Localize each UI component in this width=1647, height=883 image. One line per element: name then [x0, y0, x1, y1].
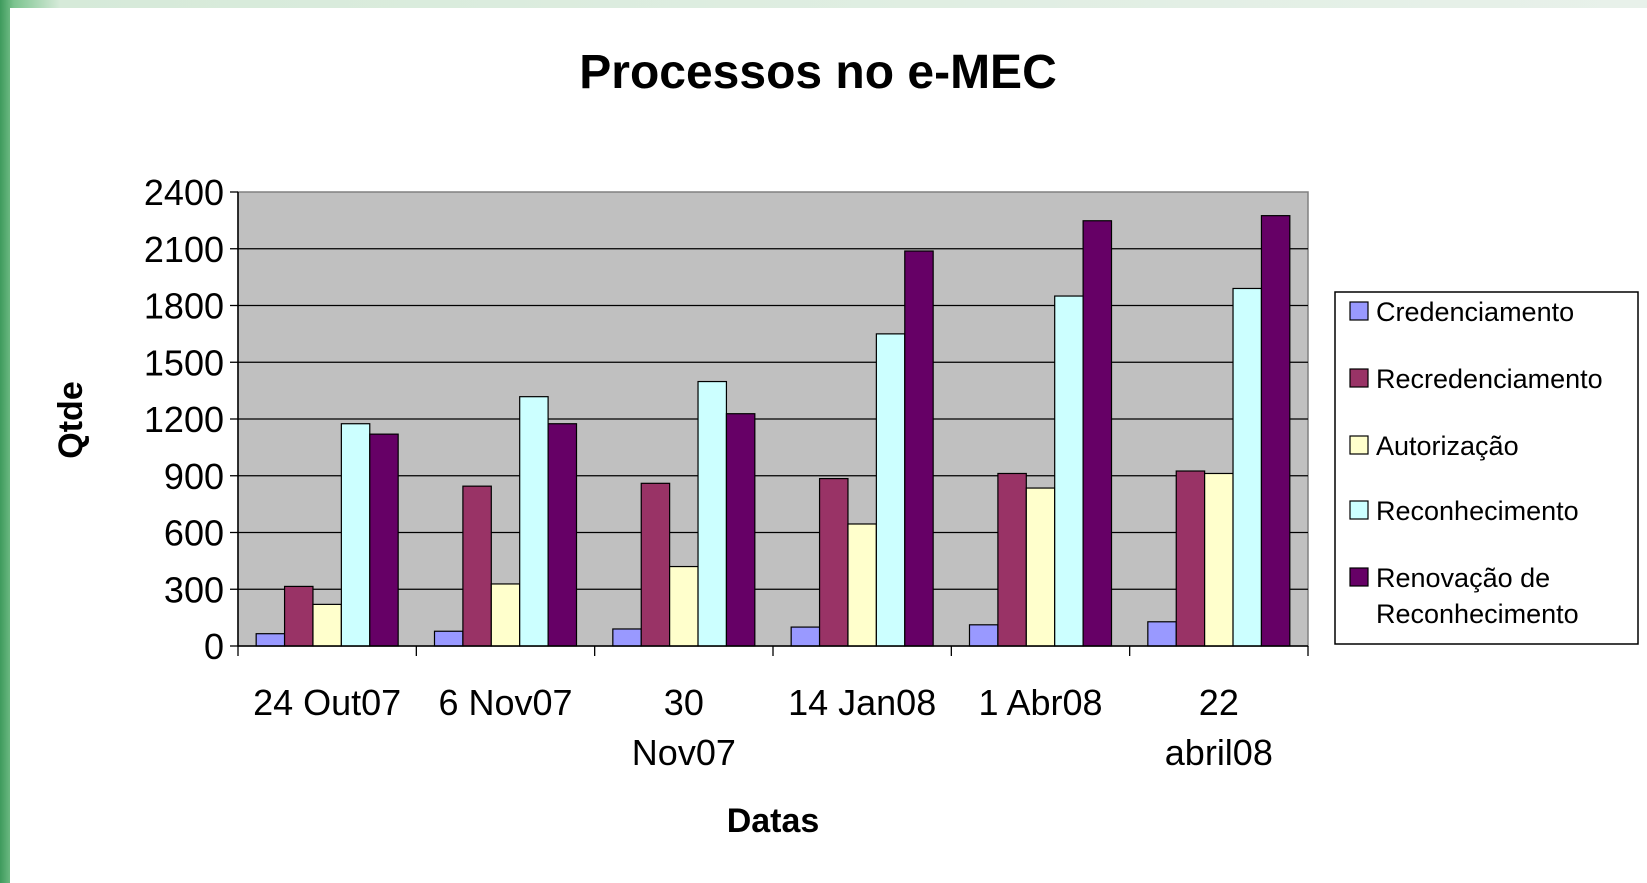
bar-recredenciamento-5	[1175, 470, 1206, 647]
legend-label: Reconhecimento	[1376, 496, 1579, 526]
y-tick-labels: 0 300 600 900 1200 1500 1800 2100 2400	[144, 172, 224, 667]
bar-reconhecimento-1	[519, 396, 549, 647]
bar-autoriza-o-5	[1204, 472, 1234, 647]
bar-recredenciamento-4	[997, 472, 1027, 647]
legend-swatch	[1349, 435, 1369, 455]
gridlines	[230, 191, 1308, 647]
y-tick-label: 1500	[144, 342, 224, 383]
bar-autoriza-o-3	[847, 523, 877, 647]
bar-autoriza-o-2	[669, 565, 699, 647]
legend-swatch	[1349, 500, 1369, 520]
bar-renova-o-de-reconhecimento-4	[1082, 220, 1113, 647]
y-tick-label: 0	[204, 626, 224, 667]
bar-autoriza-o-1	[490, 583, 521, 647]
bar-reconhecimento-3	[875, 333, 906, 647]
bar-renova-o-de-reconhecimento-1	[547, 423, 578, 647]
y-tick-label: 900	[164, 456, 224, 497]
bar-autoriza-o-0	[312, 603, 342, 647]
bar-renova-o-de-reconhecimento-0	[369, 433, 399, 647]
legend-label: Autorização	[1376, 431, 1519, 461]
bar-reconhecimento-2	[697, 380, 728, 647]
legend-swatch	[1349, 368, 1369, 388]
bar-credenciamento-2	[612, 628, 642, 647]
x-tick-label: 6 Nov07	[438, 682, 572, 723]
x-tick-label: 22 abril08	[1165, 682, 1273, 773]
chart-title: Processos no e-MEC	[579, 46, 1056, 99]
y-tick-label: 1200	[144, 399, 224, 440]
bar-credenciamento-0	[255, 633, 286, 647]
y-tick-label: 300	[164, 569, 224, 610]
bar-credenciamento-1	[433, 630, 464, 647]
bar-recredenciamento-1	[462, 485, 492, 647]
bar-renova-o-de-reconhecimento-2	[725, 413, 756, 647]
x-tick-label: 1 Abr08	[978, 682, 1102, 723]
legend-swatch	[1349, 567, 1369, 587]
legend-box	[1334, 291, 1639, 645]
y-axis-label: Qtde	[52, 381, 90, 458]
x-tick-labels: 24 Out07 6 Nov07 30 Nov07 14 Jan08 1 Abr08 22 a…	[253, 682, 1273, 773]
bar-reconhecimento-4	[1054, 295, 1084, 647]
bar-credenciamento-4	[968, 624, 999, 647]
x-tick-label: 14 Jan08	[788, 682, 936, 723]
bar-autoriza-o-4	[1025, 487, 1056, 647]
legend-swatch	[1349, 301, 1369, 321]
legend: Credenciamento Recredenciamento Autorizaçã…	[1334, 291, 1639, 645]
legend-label: Renovação de Reconhecimento	[1376, 563, 1579, 629]
bar-credenciamento-5	[1147, 621, 1177, 647]
y-tick-label: 2400	[144, 172, 224, 213]
axes	[237, 192, 1309, 656]
bar-recredenciamento-0	[283, 585, 314, 647]
y-tick-label: 600	[164, 513, 224, 554]
bar-renova-o-de-reconhecimento-5	[1260, 215, 1291, 647]
y-tick-label: 1800	[144, 286, 224, 327]
bar-renova-o-de-reconhecimento-3	[904, 250, 934, 647]
bar-recredenciamento-3	[818, 477, 849, 647]
legend-label: Recredenciamento	[1376, 364, 1603, 394]
x-tick-label: 24 Out07	[253, 682, 401, 723]
bar-reconhecimento-5	[1232, 287, 1263, 647]
bar-reconhecimento-0	[340, 423, 371, 647]
legend-label: Credenciamento	[1376, 297, 1574, 327]
x-tick-label: 30 Nov07	[632, 682, 736, 773]
bar-recredenciamento-2	[640, 482, 671, 647]
y-tick-label: 2100	[144, 229, 224, 270]
x-axis-label: Datas	[727, 802, 820, 840]
bar-credenciamento-3	[790, 626, 821, 647]
